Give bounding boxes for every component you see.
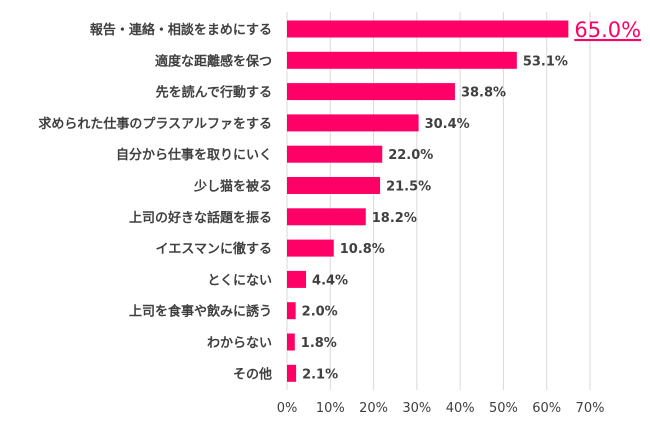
bar	[287, 114, 419, 132]
x-tick-label: 30%	[402, 401, 431, 416]
data-label: 1.8%	[301, 336, 337, 351]
category-label: 上司を食事や飲みに誘う	[129, 304, 272, 320]
data-label: 10.8%	[340, 242, 385, 257]
category-label: 適度な距離感を保つ	[155, 53, 272, 69]
bar	[287, 239, 334, 257]
category-label: 上司の好きな話題を振る	[129, 210, 272, 226]
category-label: 自分から仕事を取りにいく	[116, 147, 272, 163]
bar	[287, 333, 295, 351]
data-label: 22.0%	[388, 148, 433, 163]
data-label: 2.0%	[302, 305, 338, 320]
data-label-highlight: 65.0%	[574, 18, 641, 42]
bar	[287, 51, 517, 69]
category-label: 求められた仕事のプラスアルファをする	[38, 116, 272, 132]
x-tick-label: 40%	[446, 401, 475, 416]
bar	[287, 208, 366, 226]
data-label: 4.4%	[312, 273, 348, 288]
category-label: イエスマンに徹する	[156, 241, 272, 257]
data-label: 38.8%	[461, 86, 506, 101]
data-label: 21.5%	[386, 180, 431, 195]
bar	[287, 364, 297, 382]
category-label: わからない	[207, 336, 272, 351]
category-label: 少し猫を被る	[193, 179, 272, 195]
bar	[287, 302, 296, 320]
bar	[287, 145, 383, 163]
x-tick-label: 20%	[359, 401, 388, 416]
category-label: とくにない	[207, 273, 272, 288]
x-tick-label: 50%	[489, 401, 518, 416]
category-label: その他	[233, 366, 272, 382]
x-tick-label: 70%	[576, 401, 605, 416]
bar	[287, 270, 307, 288]
bar	[287, 177, 381, 194]
x-tick-label: 60%	[532, 401, 561, 416]
data-label: 30.4%	[425, 117, 470, 132]
bar	[287, 20, 569, 38]
category-label: 報告・連絡・相談をまめにする	[90, 22, 272, 38]
data-label: 18.2%	[372, 211, 417, 226]
data-label: 53.1%	[523, 54, 568, 69]
data-label: 2.1%	[302, 367, 338, 382]
x-tick-label: 10%	[316, 401, 345, 416]
x-tick-label: 0%	[277, 401, 298, 416]
category-label: 先を読んで行動する	[156, 85, 272, 101]
bar	[287, 83, 455, 101]
